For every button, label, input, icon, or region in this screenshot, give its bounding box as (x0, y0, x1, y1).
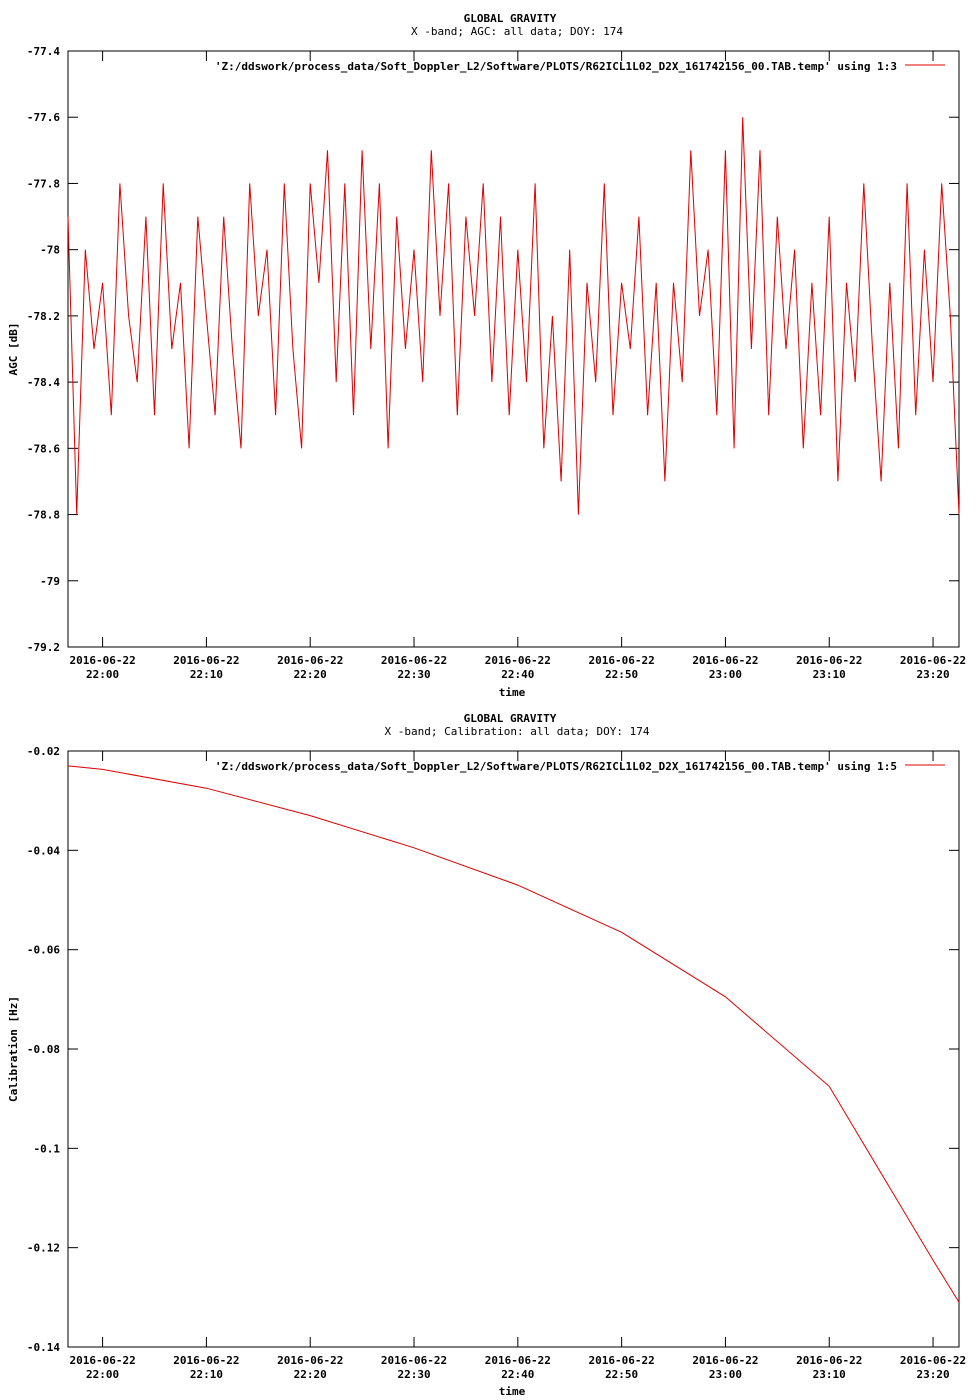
y-tick-label: -0.1 (34, 1142, 61, 1155)
x-tick-time: 22:00 (86, 1368, 119, 1381)
axis-ticks: -77.4 -77.6 -77.8 -78 -78.2 -78.4 -78.6 -78.8 -7… (27, 45, 966, 681)
x-tick-date: 2016-06-22 (173, 1354, 239, 1367)
y-tick-label: -78.4 (27, 376, 60, 389)
agc-chart: GLOBAL GRAVITY X -band; AGC: all data; D… (7, 12, 966, 699)
x-tick-time: 23:20 (916, 668, 949, 681)
x-tick-date: 2016-06-22 (69, 654, 135, 667)
legend-label: 'Z:/ddswork/process_data/Soft_Doppler_L2… (215, 760, 897, 773)
y-tick-label: -0.12 (27, 1242, 60, 1255)
axis-ticks: -0.02 -0.04 -0.06 -0.08 -0.1 -0.12 -0.14 2016-0… (27, 745, 966, 1381)
x-tick-time: 23:00 (709, 1368, 742, 1381)
chart-title: GLOBAL GRAVITY (464, 12, 557, 25)
y-tick-label: -78.8 (27, 509, 60, 522)
x-tick-date: 2016-06-22 (277, 654, 343, 667)
x-axis-label: time (499, 1385, 526, 1398)
x-tick-date: 2016-06-22 (485, 1354, 551, 1367)
x-tick-time: 22:30 (397, 1368, 430, 1381)
x-tick-time: 22:40 (501, 668, 534, 681)
x-axis-label: time (499, 686, 526, 699)
x-tick-time: 23:10 (813, 1368, 846, 1381)
chart-title: GLOBAL GRAVITY (464, 712, 557, 725)
x-tick-time: 22:20 (294, 1368, 327, 1381)
y-tick-label: -78.2 (27, 310, 60, 323)
calibration-chart: GLOBAL GRAVITY X -band; Calibration: all… (7, 712, 966, 1398)
agc-series-line (67, 117, 960, 515)
x-tick-time: 22:40 (501, 1368, 534, 1381)
y-axis-label: Calibration [Hz] (7, 996, 20, 1102)
x-tick-date: 2016-06-22 (277, 1354, 343, 1367)
y-tick-label: -0.08 (27, 1043, 60, 1056)
x-tick-date: 2016-06-22 (173, 654, 239, 667)
calibration-series-line (67, 765, 960, 1303)
legend-label: 'Z:/ddswork/process_data/Soft_Doppler_L2… (215, 60, 897, 73)
x-tick-date: 2016-06-22 (381, 1354, 447, 1367)
x-tick-time: 22:00 (86, 668, 119, 681)
y-tick-label: -77.4 (27, 45, 60, 58)
x-tick-time: 23:20 (916, 1368, 949, 1381)
y-tick-label: -79.2 (27, 641, 60, 654)
x-tick-time: 23:00 (709, 668, 742, 681)
y-tick-label: -77.6 (27, 111, 60, 124)
x-tick-time: 22:30 (397, 668, 430, 681)
y-tick-label: -79 (40, 575, 60, 588)
y-tick-label: -0.04 (27, 844, 60, 857)
x-tick-time: 22:20 (294, 668, 327, 681)
y-tick-label: -0.14 (27, 1341, 60, 1354)
x-tick-time: 23:10 (813, 668, 846, 681)
y-tick-label: -78 (40, 244, 60, 257)
y-tick-label: -0.02 (27, 745, 60, 758)
x-tick-date: 2016-06-22 (589, 654, 655, 667)
x-tick-date: 2016-06-22 (900, 1354, 966, 1367)
x-tick-time: 22:50 (605, 1368, 638, 1381)
y-axis-label: AGC [dB] (7, 323, 20, 376)
plot-frame (67, 50, 960, 648)
chart-subtitle: X -band; AGC: all data; DOY: 174 (411, 25, 623, 38)
chart-subtitle: X -band; Calibration: all data; DOY: 174 (385, 725, 650, 738)
x-tick-date: 2016-06-22 (485, 654, 551, 667)
x-tick-date: 2016-06-22 (589, 1354, 655, 1367)
x-tick-time: 22:10 (190, 668, 223, 681)
x-tick-date: 2016-06-22 (692, 1354, 758, 1367)
x-tick-time: 22:50 (605, 668, 638, 681)
plot-frame (67, 750, 960, 1348)
x-tick-date: 2016-06-22 (796, 1354, 862, 1367)
x-tick-date: 2016-06-22 (900, 654, 966, 667)
x-tick-date: 2016-06-22 (69, 1354, 135, 1367)
y-tick-label: -78.6 (27, 442, 60, 455)
x-tick-date: 2016-06-22 (381, 654, 447, 667)
x-tick-date: 2016-06-22 (692, 654, 758, 667)
x-tick-time: 22:10 (190, 1368, 223, 1381)
x-tick-date: 2016-06-22 (796, 654, 862, 667)
y-tick-label: -0.06 (27, 944, 60, 957)
y-tick-label: -77.8 (27, 177, 60, 190)
